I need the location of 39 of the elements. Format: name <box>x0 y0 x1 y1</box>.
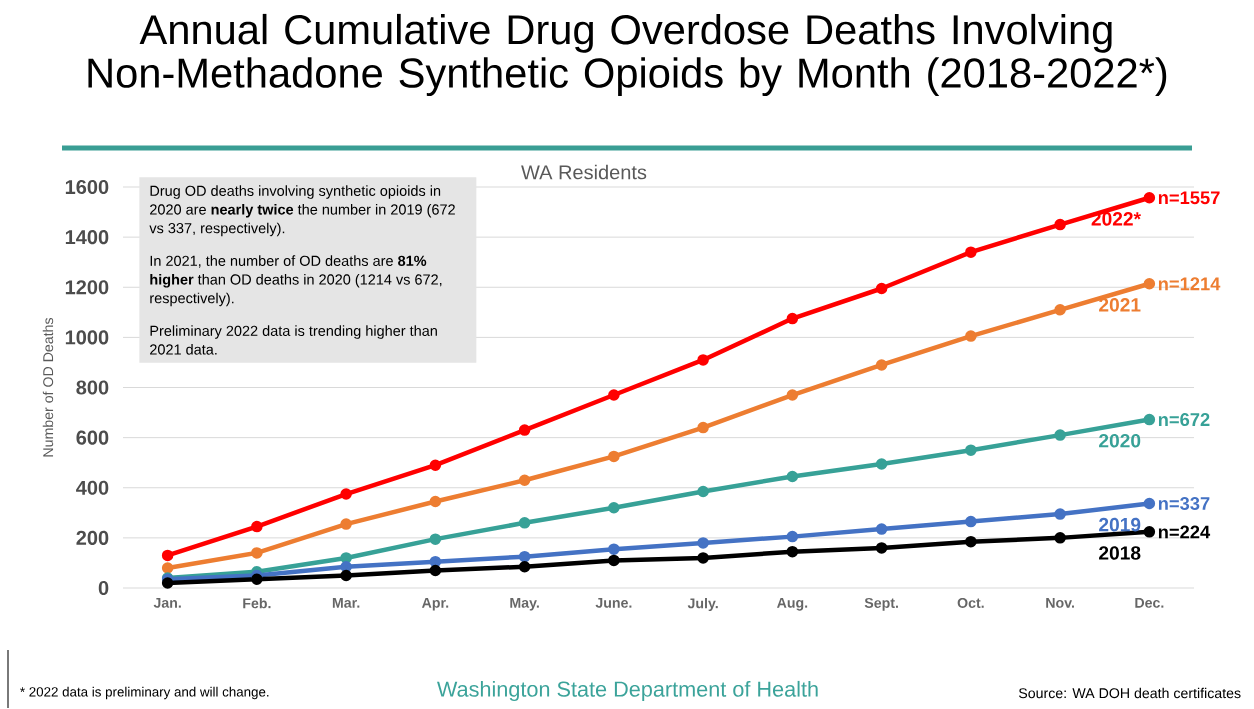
x-tick-label: July. <box>687 598 718 612</box>
data-label: n=1557 <box>1158 191 1220 205</box>
x-tick-label: June. <box>595 598 632 608</box>
x-tick-label: Apr. <box>421 598 449 611</box>
y-tick-label: 1200 <box>65 280 109 295</box>
x-tick-label: Aug. <box>776 598 808 611</box>
x-tick-label: Jan. <box>153 598 181 608</box>
text: In 2021, the number of OD deaths are 81% higher than OD deaths in 2020 (1214 vs 672, respectively). <box>150 255 442 307</box>
x-tick-label: Dec. <box>1135 598 1164 608</box>
y-tick-label: 0 <box>98 581 109 596</box>
x-tick-label: Oct. <box>957 598 984 609</box>
data-label: n=672 <box>1158 413 1210 427</box>
x-tick-label: Sept. <box>864 598 898 611</box>
x-tick-label: Feb. <box>243 598 271 609</box>
y-axis-title: Number of OD Deaths <box>42 318 54 457</box>
series-label: 2019 <box>1099 518 1141 532</box>
source-note: Source: WA DOH death certificates <box>1018 687 1241 699</box>
series-label: 2021 <box>1099 298 1141 312</box>
y-tick-label: 1400 <box>65 230 109 245</box>
y-tick-label: 1600 <box>65 180 109 195</box>
x-tick-label: May. <box>510 598 539 611</box>
chart-title: Annual Cumulative Drug Overdose Deaths Involving Non-Methadone Synthetic Opioids by Month (2018-2022*) <box>88 14 1167 97</box>
chart-subtitle: WA Residents <box>521 164 647 180</box>
annotation: Preliminary 2022 data is trending higher than 2021 data. <box>150 325 437 355</box>
annotation: Drug OD deaths involving synthetic opioids in 2020 are nearly twice the number in 2019 (672 vs 337, respectively). <box>149 185 455 237</box>
y-tick-label: 200 <box>76 530 109 546</box>
x-tick-label: Mar. <box>332 598 360 608</box>
data-label: n=337 <box>1158 497 1210 511</box>
y-tick-label: 600 <box>76 430 109 445</box>
x-tick-label: Nov. <box>1046 598 1074 608</box>
text: * 2022 data is preliminary and will change. <box>20 686 269 700</box>
y-tick-label: 1000 <box>65 330 109 345</box>
text: Washington State Department of Health <box>437 681 818 702</box>
data-label: n=1214 <box>1158 277 1221 291</box>
series-label: 2018 <box>1099 546 1141 560</box>
series-label: 2020 <box>1099 434 1141 448</box>
y-tick-label: 400 <box>76 480 109 495</box>
data-label: n=224 <box>1158 525 1211 539</box>
y-tick-label: 800 <box>76 380 109 395</box>
